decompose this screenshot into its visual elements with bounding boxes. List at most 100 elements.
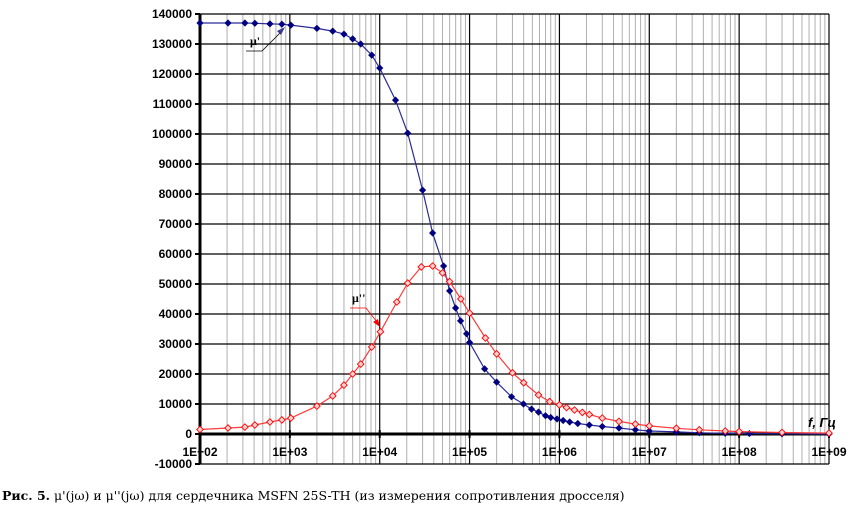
x-tick-label: 1E+03 <box>272 445 307 459</box>
x-tick-label: 1E+04 <box>362 445 397 459</box>
data-point <box>368 51 376 59</box>
data-point <box>451 304 460 312</box>
data-point <box>340 30 348 38</box>
y-tick-label: 120000 <box>152 67 192 81</box>
data-point <box>196 19 204 27</box>
data-point <box>287 21 295 29</box>
data-point <box>224 19 232 27</box>
data-point <box>493 378 501 386</box>
data-point <box>224 424 232 432</box>
data-point <box>570 406 579 414</box>
data-point <box>438 268 447 277</box>
data-point <box>825 429 833 438</box>
data-point <box>340 381 348 390</box>
data-point <box>534 391 543 399</box>
x-tick-label: 1E+05 <box>452 445 487 459</box>
data-point <box>286 414 295 423</box>
data-point <box>508 368 517 377</box>
data-point <box>445 277 454 286</box>
data-point <box>312 402 321 411</box>
data-point <box>357 40 365 48</box>
data-point <box>376 327 385 336</box>
y-tick-labels: 1400001300001200001100001000009000080000… <box>152 7 200 471</box>
annotation-mu-prime-label: μ' <box>250 34 260 48</box>
data-point <box>391 96 400 104</box>
y-tick-label: 50000 <box>159 277 193 291</box>
data-point <box>278 20 286 28</box>
annotation-mu-double-prime-arrow <box>350 307 378 323</box>
data-point <box>429 229 437 237</box>
data-point <box>266 20 274 28</box>
y-tick-label: 70000 <box>159 217 193 231</box>
data-point <box>463 330 471 338</box>
data-point <box>545 397 554 406</box>
data-point <box>735 427 744 436</box>
data-point <box>349 35 357 43</box>
series-mu-prime <box>196 19 833 438</box>
data-point <box>417 262 426 271</box>
data-point <box>578 408 587 417</box>
x-tick-label: 1E+08 <box>722 445 757 459</box>
y-tick-label: 140000 <box>152 7 192 21</box>
y-tick-label: 20000 <box>159 367 193 381</box>
data-point <box>196 425 204 434</box>
y-tick-label: 60000 <box>159 247 193 261</box>
data-point <box>481 334 490 342</box>
y-tick-label: 10000 <box>159 397 193 411</box>
data-point <box>456 295 465 303</box>
data-point <box>585 410 594 419</box>
data-point <box>615 424 623 432</box>
x-tick-labels: 1E+02 1E+03 1E+04 1E+05 1E+06 1E+07 1E+08 1E+09 <box>182 445 846 459</box>
data-point <box>519 400 528 408</box>
x-axis-label: f, Гц <box>808 415 836 430</box>
y-tick-label: 100000 <box>152 127 192 141</box>
data-point <box>566 418 574 426</box>
data-point <box>721 427 730 435</box>
data-point <box>527 405 536 413</box>
data-point <box>562 403 571 412</box>
series-mu-double-prime <box>196 262 833 438</box>
data-point <box>574 419 582 428</box>
data-point <box>367 343 376 351</box>
data-point <box>240 423 249 432</box>
grid <box>198 13 830 465</box>
y-tick-label: 110000 <box>153 97 193 111</box>
data-point <box>615 417 623 426</box>
data-point <box>439 262 448 270</box>
data-point <box>418 186 427 194</box>
data-point <box>631 426 639 434</box>
y-tick-label: -10000 <box>155 457 193 471</box>
data-point <box>376 64 384 72</box>
x-tick-label: 1E+07 <box>632 445 667 459</box>
data-point <box>645 427 653 435</box>
caption-text: μ'(jω) и μ''(jω) для сердечника MSFN 25S… <box>50 488 625 503</box>
data-point <box>492 349 501 358</box>
data-point <box>241 19 249 27</box>
data-point <box>547 413 555 422</box>
data-point <box>251 19 259 27</box>
data-point <box>465 338 474 347</box>
data-point <box>631 420 640 429</box>
data-point <box>553 415 561 423</box>
data-point <box>645 421 654 430</box>
data-point <box>403 279 412 288</box>
y-tick-label: 130000 <box>152 37 192 51</box>
annotation-mu-prime-arrow <box>246 31 282 52</box>
data-point <box>559 416 567 425</box>
data-point <box>598 422 606 431</box>
data-point <box>598 414 607 423</box>
data-point <box>778 428 786 437</box>
data-point <box>481 365 489 373</box>
x-tick-label: 1E+06 <box>542 445 577 459</box>
data-point <box>446 287 454 295</box>
x-tick-label: 1E+09 <box>811 445 846 459</box>
annotation-mu-prime: μ' <box>246 27 285 52</box>
data-point <box>465 309 474 318</box>
y-tick-label: 80000 <box>159 187 193 201</box>
data-point <box>695 425 704 434</box>
data-point <box>404 129 412 137</box>
data-point <box>507 393 516 401</box>
y-tick-label: 0 <box>185 427 192 441</box>
annotation-mu-double-prime-label: μ'' <box>352 291 365 305</box>
